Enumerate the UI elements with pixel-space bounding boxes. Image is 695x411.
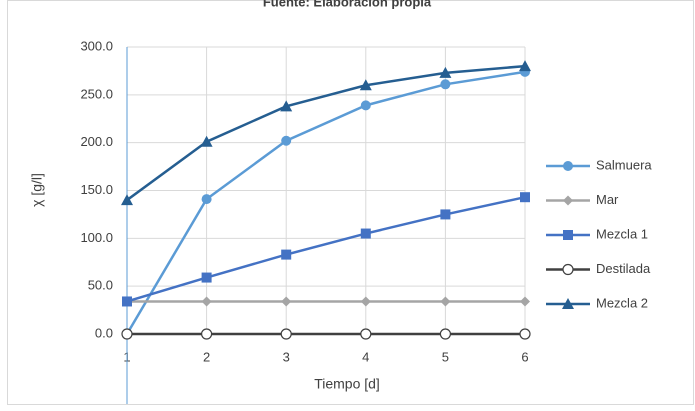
legend-label: Salmuera <box>596 157 652 172</box>
marker <box>280 328 292 340</box>
marker <box>359 79 372 91</box>
marker <box>519 60 531 72</box>
y-tick-label: 0.0 <box>95 325 113 340</box>
marker <box>201 296 212 307</box>
marker <box>201 272 212 283</box>
series-line <box>125 70 526 335</box>
marker <box>562 263 574 276</box>
marker <box>122 296 132 307</box>
y-tick-label: 200.0 <box>80 134 113 149</box>
series-line <box>126 195 526 303</box>
marker <box>440 79 451 90</box>
x-tick-label: 4 <box>362 349 369 364</box>
marker <box>440 209 451 220</box>
y-tick-label: 100.0 <box>80 230 113 245</box>
marker <box>281 135 292 146</box>
marker <box>439 328 451 340</box>
x-axis-title: Tiempo [d] <box>314 376 380 392</box>
marker <box>360 228 371 239</box>
legend-label: Mezcla 1 <box>596 226 648 241</box>
marker <box>519 328 531 340</box>
marker <box>201 328 213 340</box>
marker <box>563 230 573 240</box>
marker <box>121 194 133 206</box>
x-tick-label: 2 <box>203 349 210 364</box>
y-axis-title: χ [g/l] <box>29 173 45 207</box>
marker <box>562 298 574 309</box>
x-tick-label: 3 <box>283 349 290 364</box>
x-tick-label: 6 <box>521 349 528 364</box>
marker <box>281 249 292 260</box>
series-line <box>126 64 526 202</box>
marker <box>200 135 213 147</box>
legend-label: Mezcla 2 <box>596 295 648 310</box>
marker <box>280 100 293 112</box>
y-tick-label: 150.0 <box>80 182 113 197</box>
chart-border <box>7 0 694 405</box>
marker <box>360 296 371 307</box>
legend-label: Mar <box>596 192 619 207</box>
marker <box>360 100 371 111</box>
marker <box>440 296 451 307</box>
marker <box>360 328 372 340</box>
marker <box>563 161 573 171</box>
marker <box>439 66 452 78</box>
y-tick-label: 50.0 <box>88 278 113 293</box>
marker <box>201 194 212 205</box>
marker <box>563 195 573 206</box>
marker <box>121 328 133 340</box>
y-tick-label: 300.0 <box>80 38 113 53</box>
marker <box>520 192 530 203</box>
x-tick-label: 5 <box>442 349 449 364</box>
marker <box>281 296 292 307</box>
legend-label: Destilada <box>596 261 651 276</box>
marker <box>520 296 530 307</box>
chart-title: Fuente: Elaboración propia <box>263 0 432 9</box>
y-tick-label: 250.0 <box>80 86 113 101</box>
